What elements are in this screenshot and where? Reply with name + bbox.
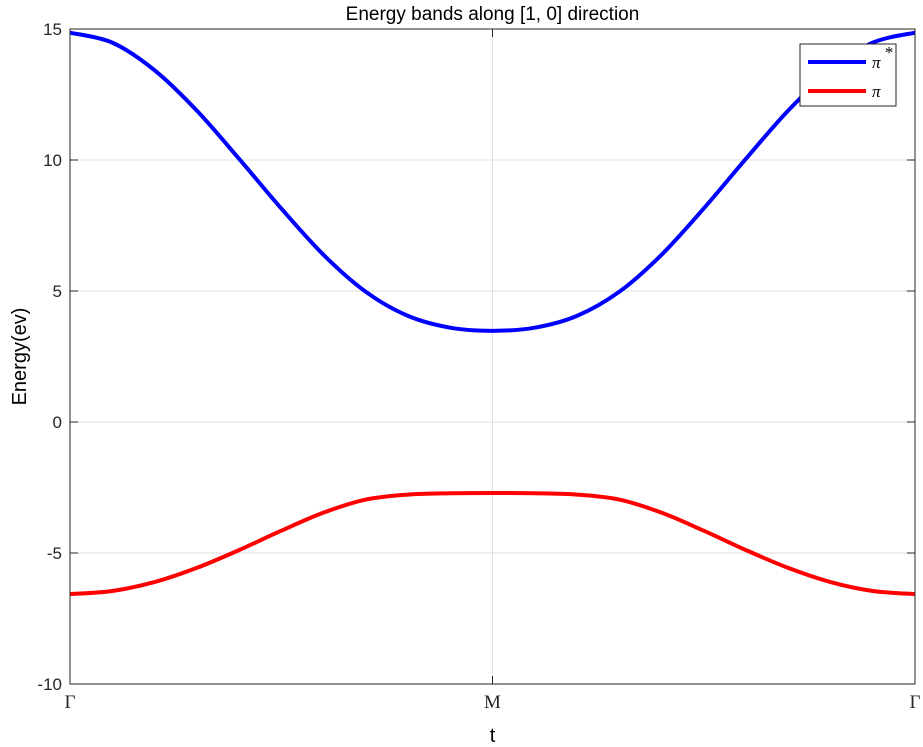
legend-superscript-0: * <box>884 43 893 62</box>
y-axis-label: Energy(ev) <box>9 308 31 406</box>
legend[interactable]: π*π <box>799 43 897 107</box>
x-tick-label-2: Γ <box>910 692 921 713</box>
x-tick-label-0: Γ <box>65 692 76 713</box>
y-tick-label-3: 0 <box>53 413 62 432</box>
series-line-1 <box>69 491 916 597</box>
x-tick-label-1: M <box>484 692 501 713</box>
y-tick-label-2: 5 <box>53 282 62 301</box>
x-axis-label: t <box>490 725 496 747</box>
chart-title: Energy bands along [1, 0] direction <box>346 4 640 25</box>
y-tick-label-0: 15 <box>43 20 62 39</box>
y-tick-label-5: -10 <box>37 675 62 694</box>
series-lines <box>69 30 916 597</box>
y-tick-label-1: 10 <box>43 151 62 170</box>
legend-box <box>799 43 897 107</box>
y-tick-label-4: -5 <box>47 544 62 563</box>
legend-label-0: π <box>872 53 881 72</box>
legend-label-1: π <box>872 82 881 101</box>
series-line-0 <box>69 30 916 333</box>
